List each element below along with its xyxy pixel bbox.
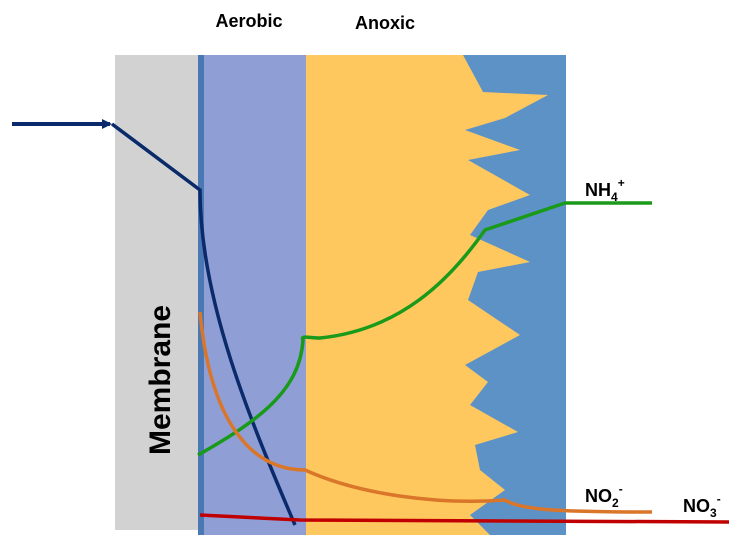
aerobic-zone [204, 55, 306, 535]
anoxic-label: Anoxic [355, 13, 415, 33]
species-label: NO2- [585, 482, 623, 510]
species-label: NO3- [683, 492, 721, 520]
membrane-surface [198, 55, 204, 535]
aerobic-label: Aerobic [215, 11, 282, 31]
membrane-zone [115, 55, 199, 530]
membrane-label: Membrane [144, 305, 177, 455]
diagram: Aerobic Anoxic Membrane NH4+ NO2- NO3- [0, 0, 729, 535]
species-label: NH4+ [585, 176, 625, 204]
